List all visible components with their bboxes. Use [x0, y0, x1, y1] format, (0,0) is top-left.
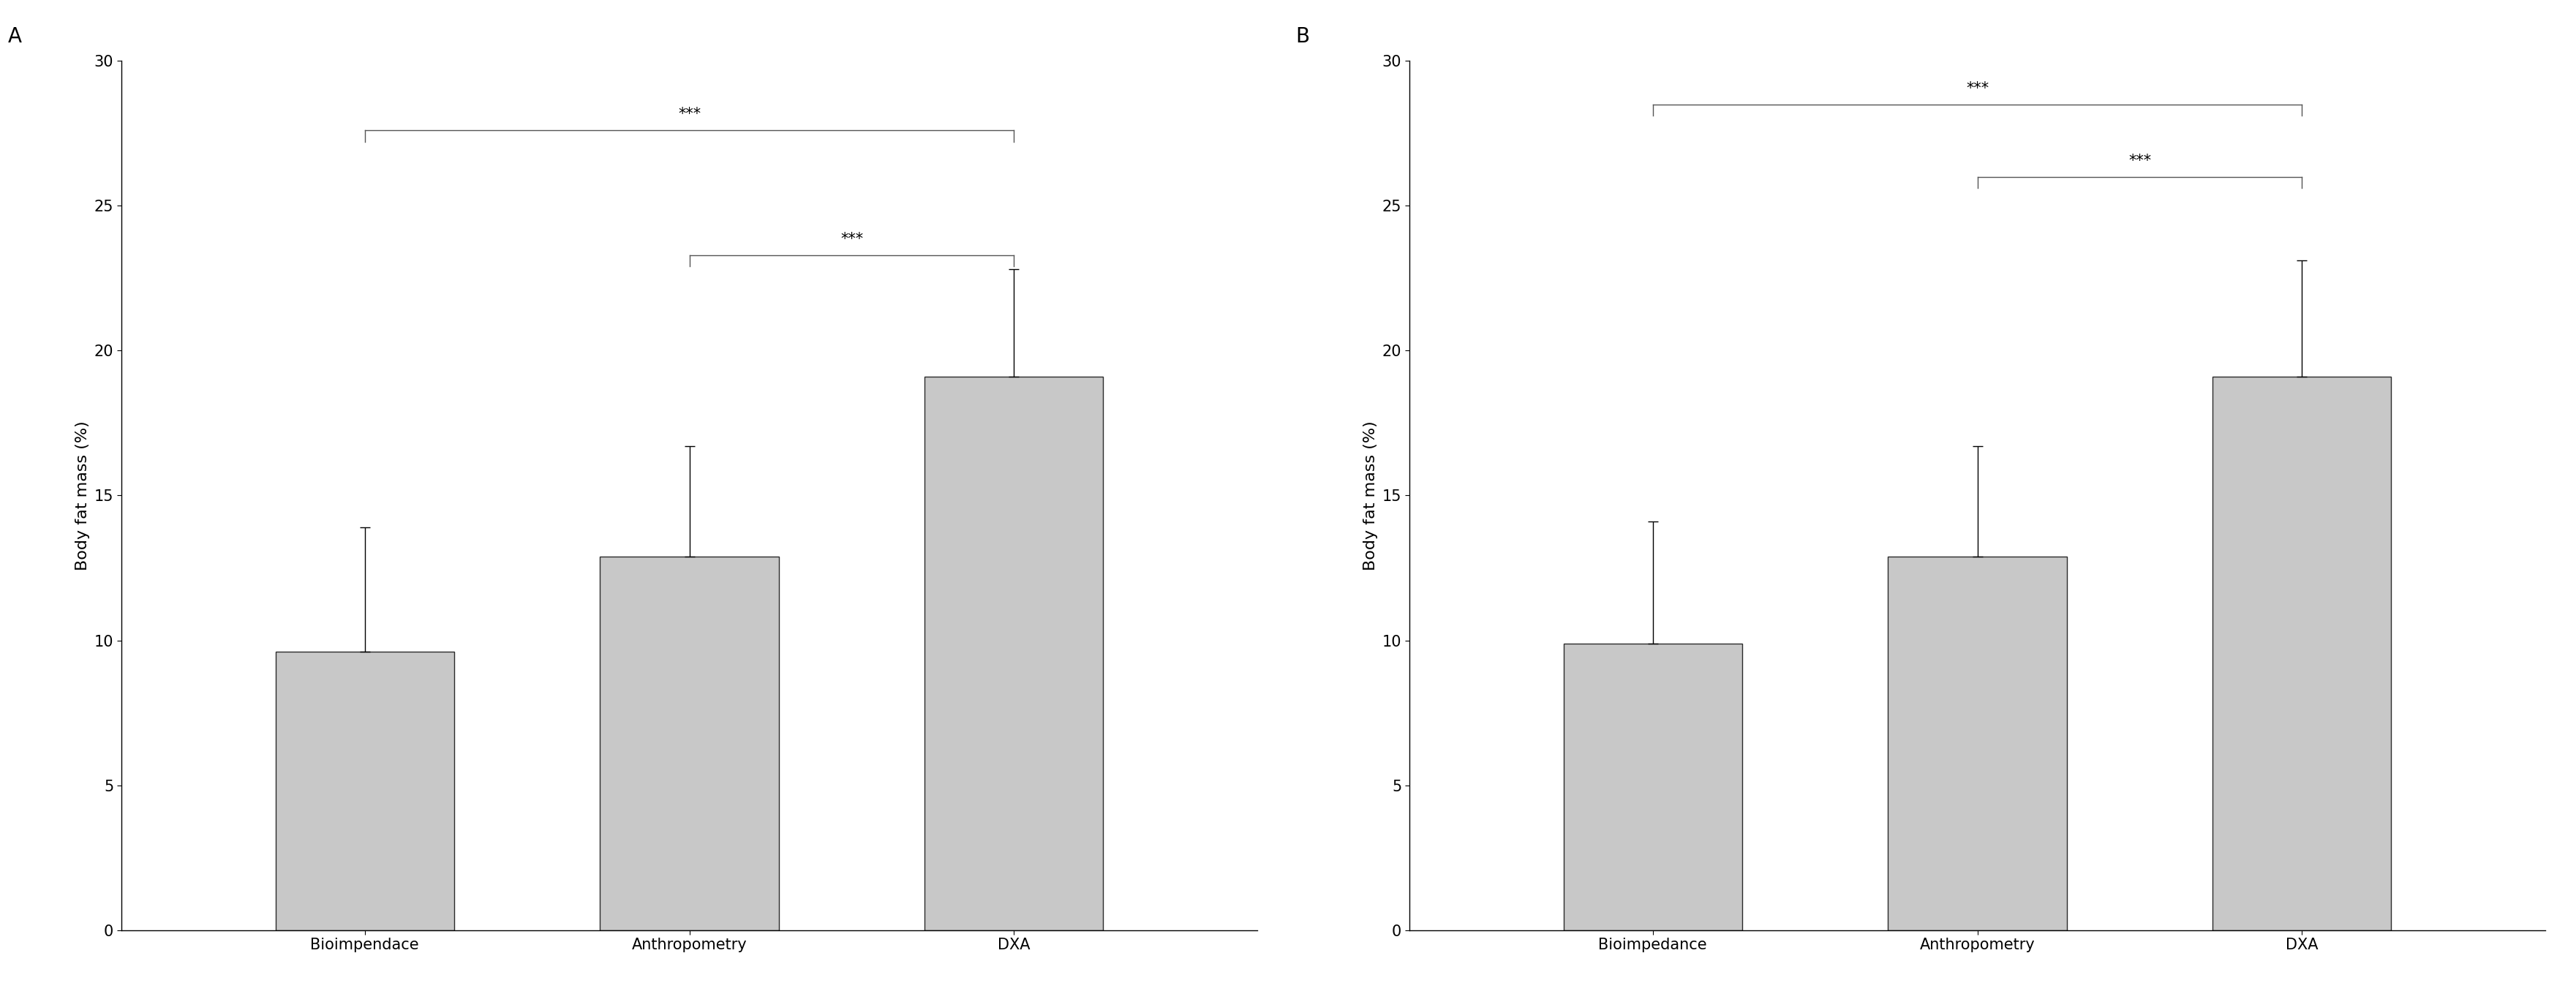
Bar [1888, 556, 2066, 930]
Bar [276, 652, 453, 930]
Text: ***: *** [677, 107, 701, 122]
Y-axis label: Body fat mass (%): Body fat mass (%) [1363, 421, 1378, 570]
Bar [2213, 376, 2391, 930]
Text: ***: *** [840, 232, 863, 247]
Bar [600, 556, 778, 930]
Bar [1564, 643, 1741, 930]
Text: B: B [1296, 26, 1309, 46]
Bar [925, 376, 1103, 930]
Text: ***: *** [2128, 153, 2151, 168]
Y-axis label: Body fat mass (%): Body fat mass (%) [75, 421, 90, 570]
Text: A: A [8, 26, 21, 46]
Text: ***: *** [1965, 81, 1989, 95]
